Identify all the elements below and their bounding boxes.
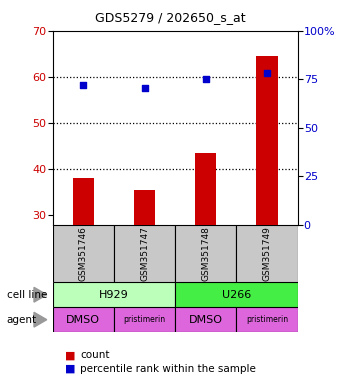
Text: H929: H929	[99, 290, 129, 300]
Text: agent: agent	[7, 314, 37, 325]
Bar	[114, 307, 175, 332]
Text: GSM351748: GSM351748	[201, 226, 210, 281]
Bar	[175, 307, 236, 332]
Bar	[114, 225, 175, 282]
Bar	[236, 225, 298, 282]
Text: cell line: cell line	[7, 290, 47, 300]
Text: pristimerin: pristimerin	[123, 315, 166, 324]
Text: count: count	[80, 350, 109, 360]
Text: GSM351747: GSM351747	[140, 226, 149, 281]
Bar	[53, 307, 114, 332]
Polygon shape	[34, 312, 47, 327]
Bar	[195, 153, 216, 225]
Text: pristimerin: pristimerin	[246, 315, 288, 324]
Bar	[53, 282, 175, 307]
Bar	[175, 225, 236, 282]
Text: GSM351746: GSM351746	[79, 226, 88, 281]
Text: GDS5279 / 202650_s_at: GDS5279 / 202650_s_at	[95, 11, 245, 24]
Text: DMSO: DMSO	[66, 314, 100, 325]
Bar	[175, 282, 298, 307]
Point	[264, 70, 270, 76]
Text: ■: ■	[65, 350, 75, 360]
Bar	[53, 225, 114, 282]
Point	[81, 82, 86, 88]
Text: ■: ■	[65, 364, 75, 374]
Bar	[236, 307, 298, 332]
Bar	[134, 190, 155, 225]
Bar	[256, 56, 278, 225]
Point	[203, 76, 208, 82]
Bar	[73, 179, 94, 225]
Point	[142, 85, 147, 91]
Polygon shape	[34, 287, 47, 302]
Text: GSM351749: GSM351749	[262, 226, 271, 281]
Text: percentile rank within the sample: percentile rank within the sample	[80, 364, 256, 374]
Text: U266: U266	[222, 290, 251, 300]
Text: DMSO: DMSO	[189, 314, 223, 325]
